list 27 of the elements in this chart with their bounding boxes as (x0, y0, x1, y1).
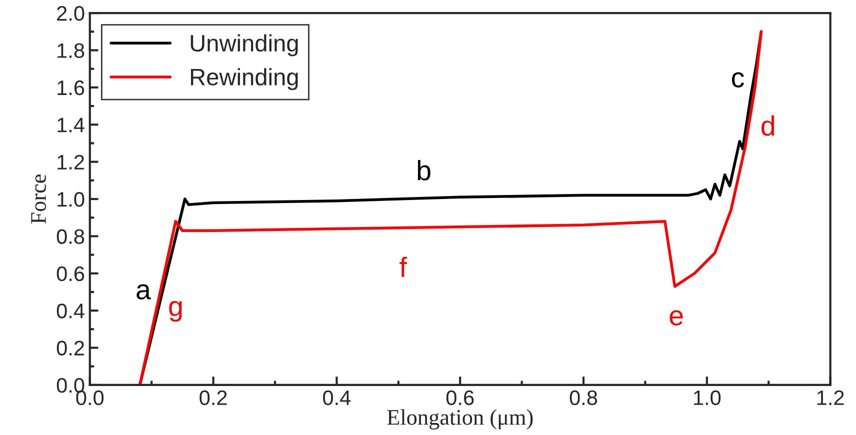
annotation: f (400, 256, 407, 277)
y-tick-label: 0.6 (56, 266, 84, 282)
y-axis-title: Force (31, 174, 46, 224)
annotation: a (136, 284, 151, 300)
y-tick-label: 1.8 (58, 43, 84, 58)
annotation: c (732, 72, 744, 88)
y-tick-label: 0.2 (56, 340, 84, 356)
x-tick-label: 1.2 (817, 390, 844, 405)
annotation: b (418, 160, 430, 180)
x-tick-label: 0.8 (570, 390, 598, 406)
y-tick-label: 2.0 (57, 6, 84, 21)
legend-label: Rewinding (190, 68, 298, 90)
y-tick-label: 0.8 (56, 229, 84, 244)
annotation: d (762, 115, 774, 136)
y-tick-label: 1.2 (58, 154, 84, 170)
x-tick-label: 1.0 (694, 390, 721, 406)
y-tick-label: 0.4 (56, 304, 84, 318)
annotation: g (169, 301, 182, 322)
annotation: e (670, 310, 683, 326)
y-tick-label: 1.0 (58, 192, 84, 207)
x-axis-title: Elongation (μm) (387, 409, 533, 430)
x-tick-label: 0.2 (200, 390, 227, 406)
x-tick-label: 0.4 (323, 390, 351, 406)
legend-label: Unwinding (190, 34, 298, 56)
x-tick-label: 0.6 (446, 390, 474, 406)
y-tick-label: 1.6 (58, 80, 84, 96)
y-tick-label: 1.4 (58, 118, 84, 132)
